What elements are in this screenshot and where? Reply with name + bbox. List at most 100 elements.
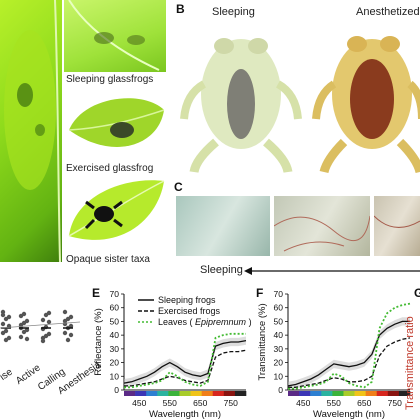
series-line (288, 337, 411, 388)
x-tick-label: 450 (132, 398, 146, 408)
panel-c-micrograph-1 (176, 196, 270, 256)
spectrum-bar-segment (135, 391, 147, 396)
y-tick-label: 30 (274, 344, 284, 354)
x-tick-label: 650 (193, 398, 207, 408)
scatter-point (3, 328, 9, 334)
scatter-point (68, 314, 74, 320)
scatter-point (46, 319, 52, 325)
series-line (287, 320, 410, 387)
spectrum-bar-segment (288, 391, 300, 396)
photo-opaque-sister-taxa (64, 176, 166, 252)
x-axis-label: Wavelength (nm) (313, 409, 385, 420)
spectrum-bar-segment (343, 391, 355, 396)
spectrum-bar-segment (124, 391, 136, 396)
scatter-point (68, 332, 74, 338)
panel-letter-f: F (256, 286, 264, 300)
scatter-point (68, 323, 74, 329)
scatter-point (46, 331, 52, 337)
spectrum-bar-segment (321, 391, 333, 396)
spectrum-bar-segment (398, 391, 411, 396)
spectrum-bar-segment (365, 391, 378, 396)
y-tick-label: 0 (114, 385, 119, 395)
x-tick-label: 550 (163, 398, 177, 408)
scatter-point (62, 330, 68, 336)
scatter-point (0, 321, 6, 327)
panel-letter-b: B (176, 2, 185, 16)
spectrum-bar-segment (354, 391, 366, 396)
scatter-point (0, 312, 6, 318)
series-line (124, 332, 246, 389)
legend-label: Exercised frogs (158, 306, 221, 316)
y-tick-label: 0 (278, 385, 283, 395)
panel-c-arrow-label: Sleeping (200, 264, 243, 276)
panel-letter-g: G (414, 286, 420, 300)
y-tick-label: 50 (274, 316, 284, 326)
series-error-band (288, 317, 410, 390)
caption-opaque-sister-taxa: Opaque sister taxa (66, 254, 150, 265)
scatter-point (24, 327, 30, 333)
scatter-point (65, 337, 71, 343)
panel-b-label-anesthetized: Anesthetized (356, 6, 420, 18)
x-axis-label: Wavelength (nm) (149, 409, 221, 420)
spectrum-bar-segment (376, 391, 389, 396)
series-line (124, 349, 247, 387)
scatter-point (6, 314, 12, 320)
y-tick-label: 40 (110, 330, 120, 340)
spectrum-bar-segment (310, 391, 322, 396)
scatter-point (62, 321, 68, 327)
scatter-point (46, 310, 52, 316)
y-tick-label: 30 (110, 344, 120, 354)
y-axis-label: Reflectance (%) (93, 308, 104, 376)
y-tick-label: 10 (110, 371, 120, 381)
spectrum-bar-segment (146, 391, 158, 396)
legend-label: Sleeping frogs (158, 295, 216, 305)
scatter-point (62, 309, 68, 315)
y-tick-label: 40 (274, 330, 284, 340)
spectrum-bar-segment (179, 391, 191, 396)
panel-g-ylabel: Transmittance ratio (404, 316, 416, 410)
spectrum-bar-segment (157, 391, 169, 396)
frog-icon (84, 200, 123, 230)
panel-letter-e: E (92, 286, 101, 300)
panel-letter-c: C (174, 180, 183, 194)
leaf-photo-large (0, 0, 62, 262)
spectrum-bar-segment (332, 391, 344, 396)
spectrum-bar-segment (223, 391, 236, 396)
x-tick-label: 750 (224, 398, 238, 408)
series-error-band (124, 336, 246, 388)
legend-label: Leaves ( Epipremnum ) (158, 317, 252, 327)
scatter-point (6, 335, 12, 341)
y-tick-label: 70 (274, 289, 284, 299)
spectrum-bar-segment (299, 391, 311, 396)
spectrum-bar-segment (387, 391, 400, 396)
y-tick-label: 70 (110, 289, 120, 299)
y-tick-label: 20 (274, 358, 284, 368)
caption-sleeping-glassfrogs: Sleeping glassfrogs (66, 74, 154, 85)
spectrum-bar-segment (168, 391, 180, 396)
spectrum-bar-segment (190, 391, 202, 396)
y-tick-label: 50 (110, 316, 120, 326)
caption-exercised-glassfrog: Exercised glassfrog (66, 163, 154, 174)
anesthetized-frog-image (312, 36, 420, 174)
x-tick-label: 750 (388, 398, 402, 408)
photo-exercised-glassfrog (64, 90, 166, 162)
arrow-right-icon (244, 267, 420, 275)
series-line (288, 302, 411, 390)
scatter-point (40, 338, 46, 344)
scatter-point (24, 336, 30, 342)
scatter-point (21, 311, 27, 317)
frog-icon (110, 122, 134, 138)
panel-c-micrograph-2 (274, 196, 370, 256)
panel-c-micrograph-3 (374, 196, 420, 256)
y-tick-label: 60 (110, 303, 120, 313)
frog-silhouette-icon (4, 0, 61, 262)
photo-sleeping-glassfrogs (64, 0, 166, 72)
series-line (123, 339, 247, 384)
panel-d-partial-plot (0, 309, 81, 344)
scatter-point (40, 317, 46, 323)
scatter-point (24, 318, 30, 324)
scatter-point (18, 334, 24, 340)
y-tick-label: 60 (274, 303, 284, 313)
